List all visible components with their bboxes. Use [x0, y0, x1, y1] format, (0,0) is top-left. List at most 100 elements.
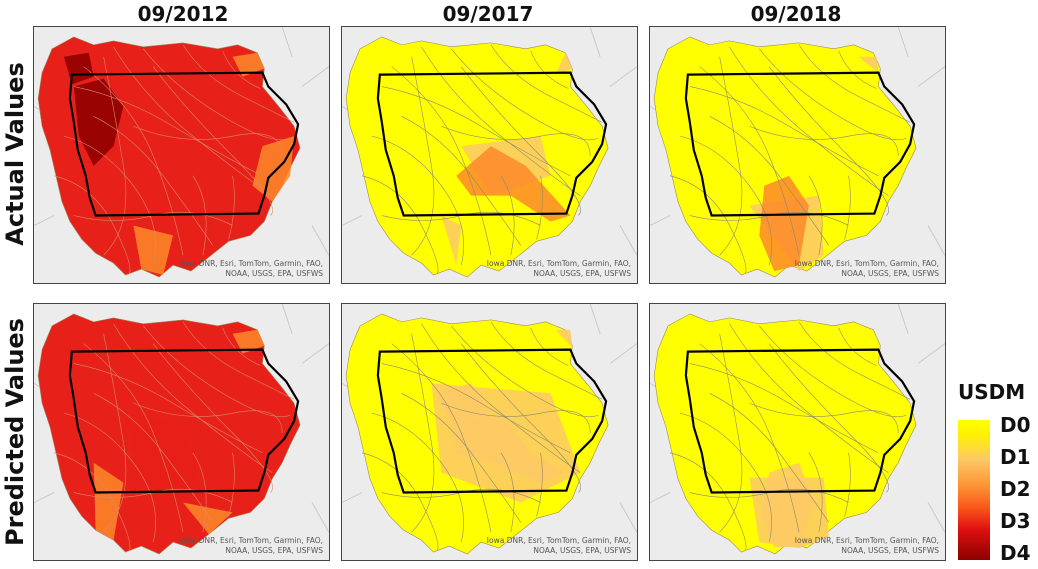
subbasin-boundary — [808, 452, 823, 533]
subbasin-boundary — [152, 66, 273, 216]
subbasin-boundary — [53, 452, 131, 551]
map-attribution: Iowa DNR, Esri, TomTom, Garmin, FAO, NOA… — [794, 259, 939, 278]
legend-label-d0: D0 — [1000, 413, 1031, 437]
subbasin-boundary — [460, 343, 581, 493]
subbasin-boundary — [536, 452, 543, 517]
subbasin-boundary — [228, 452, 235, 517]
background-roads — [342, 27, 637, 256]
subbasin-boundary — [719, 56, 743, 256]
background-roads — [34, 304, 329, 533]
subbasin-boundary — [689, 86, 879, 177]
background-roads — [650, 304, 945, 533]
drought-hotspot — [456, 146, 571, 222]
subbasin-boundary — [133, 402, 283, 433]
subbasin-boundary — [460, 66, 581, 216]
drought-hotspot — [436, 383, 491, 424]
subbasin-boundary — [709, 393, 830, 523]
subbasin-boundary — [844, 452, 851, 517]
map-actual-2018 — [650, 27, 945, 278]
subbasin-boundary — [808, 175, 823, 256]
row-title-actual: Actual Values — [1, 62, 29, 246]
iowa-state-outline — [68, 348, 300, 494]
map-actual-2012 — [34, 27, 329, 278]
subbasin-boundary — [709, 116, 830, 246]
subbasin-boundary — [371, 135, 464, 266]
drought-hotspot — [451, 413, 566, 483]
map-panel-actual-2018: Iowa DNR, Esri, TomTom, Garmin, FAO, NOA… — [649, 26, 946, 284]
subbasin-boundary — [451, 48, 599, 141]
subbasin-boundary — [411, 56, 435, 256]
subbasin-boundary — [143, 48, 291, 141]
map-attribution: Iowa DNR, Esri, TomTom, Garmin, FAO, NOA… — [178, 259, 323, 278]
subbasin-boundary — [759, 325, 907, 418]
legend-title: USDM — [958, 380, 1026, 404]
subbasin-boundary — [93, 393, 214, 523]
subbasin-boundary — [749, 125, 899, 156]
subbasin-boundary — [759, 48, 907, 141]
subbasin-boundary — [83, 343, 184, 533]
subbasin-boundary — [63, 135, 156, 266]
subbasin-boundary — [719, 333, 743, 533]
map-attribution: Iowa DNR, Esri, TomTom, Garmin, FAO, NOA… — [794, 536, 939, 555]
map-attribution: Iowa DNR, Esri, TomTom, Garmin, FAO, NOA… — [178, 536, 323, 555]
subbasin-boundary — [536, 175, 543, 240]
column-title-2018: 09/2018 — [750, 2, 842, 26]
iowa-state-outline — [376, 71, 608, 217]
subbasin-boundary — [192, 175, 207, 256]
subbasin-boundary — [679, 412, 772, 543]
subbasin-boundary — [669, 452, 747, 551]
watershed-region — [653, 313, 917, 555]
subbasin-boundary — [669, 175, 747, 274]
subbasin-boundary — [53, 175, 131, 274]
subbasin-boundary — [689, 363, 879, 454]
map-panel-actual-2017: Iowa DNR, Esri, TomTom, Garmin, FAO, NOA… — [341, 26, 638, 284]
subbasin-boundary — [798, 44, 911, 123]
subbasin-boundary — [182, 44, 295, 123]
subbasin-boundary — [192, 452, 207, 533]
map-panel-predicted-2017: Iowa DNR, Esri, TomTom, Garmin, FAO, NOA… — [341, 303, 638, 561]
subbasin-boundary — [749, 402, 899, 433]
legend-label-d3: D3 — [1000, 509, 1031, 533]
subbasin-boundary — [103, 333, 127, 533]
subbasin-boundary — [182, 321, 295, 400]
map-panel-actual-2012: Iowa DNR, Esri, TomTom, Garmin, FAO, NOA… — [33, 26, 330, 284]
legend-label-d1: D1 — [1000, 445, 1031, 469]
drought-hotspot — [73, 78, 124, 166]
iowa-state-outline — [68, 71, 300, 217]
subbasin-boundary — [768, 343, 889, 493]
subbasin-boundary — [381, 363, 571, 454]
subbasin-boundary — [391, 343, 492, 533]
subbasin-boundary — [500, 452, 515, 533]
subbasin-boundary — [401, 116, 522, 246]
subbasin-boundary — [500, 175, 515, 256]
iowa-state-outline — [376, 348, 608, 494]
subbasin-boundary — [699, 343, 800, 533]
map-attribution: Iowa DNR, Esri, TomTom, Garmin, FAO, NOA… — [486, 259, 631, 278]
legend-color-bar — [958, 420, 990, 560]
subbasin-boundary — [391, 66, 492, 256]
map-panel-predicted-2012: Iowa DNR, Esri, TomTom, Garmin, FAO, NOA… — [33, 303, 330, 561]
subbasin-boundary — [490, 321, 603, 400]
background-roads — [650, 27, 945, 256]
map-predicted-2018 — [650, 304, 945, 555]
subbasin-boundary — [143, 325, 291, 418]
iowa-state-outline — [684, 71, 916, 217]
subbasin-boundary — [844, 175, 851, 240]
subbasin-boundary — [63, 412, 156, 543]
subbasin-boundary — [73, 363, 263, 454]
row-title-predicted: Predicted Values — [1, 318, 29, 546]
subbasin-boundary — [371, 412, 464, 543]
subbasin-boundary — [381, 86, 571, 177]
subbasin-boundary — [152, 343, 273, 493]
iowa-state-outline — [684, 348, 916, 494]
legend-label-d2: D2 — [1000, 477, 1031, 501]
subbasin-boundary — [361, 175, 439, 274]
column-title-2012: 09/2012 — [137, 2, 229, 26]
column-title-2017: 09/2017 — [442, 2, 534, 26]
subbasin-boundary — [133, 125, 283, 156]
background-roads — [342, 304, 637, 533]
drought-hotspot — [761, 462, 814, 548]
subbasin-boundary — [679, 135, 772, 266]
subbasin-boundary — [768, 66, 889, 216]
watershed-region — [653, 36, 917, 278]
